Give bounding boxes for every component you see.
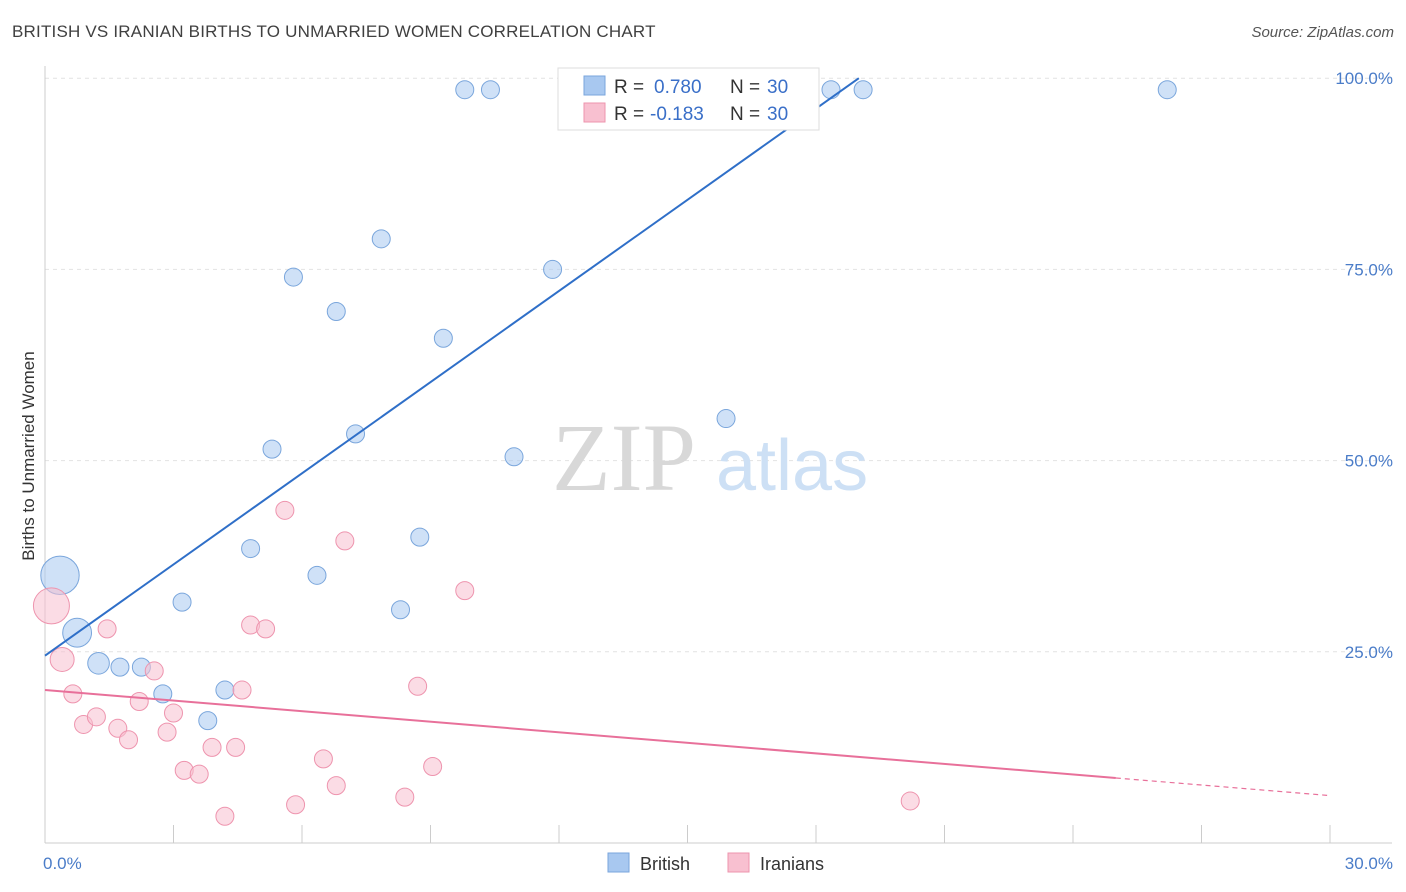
british-r-value: 0.780 [654,77,702,98]
british-point-17 [410,527,430,547]
iranians-point-11 [164,703,183,723]
british-point-19 [455,80,475,100]
british-point-11 [283,267,303,287]
iranians-n-value: 30 [767,104,788,125]
iranians-point-5 [97,619,117,639]
iranians-point-2 [63,684,83,704]
british-point-28 [853,80,873,100]
watermark: ZIP atlas [552,404,868,511]
iranians-point-28 [455,581,475,601]
iranians-point-22 [313,749,333,769]
british-legend-swatch [583,75,606,96]
iranians-point-10 [157,722,177,742]
iranians-point-15 [215,806,235,826]
iranians-trend-extension [1115,777,1331,797]
british-point-16 [391,600,411,620]
british-point-29 [1157,80,1177,100]
chart-title: BRITISH VS IRANIAN BIRTHS TO UNMARRIED W… [12,22,656,41]
iranians-point-17 [232,680,252,700]
stats-legend: R = 0.780 N = 30 R = -0.183 N = 30 [557,67,820,131]
british-point-8 [215,680,235,700]
iranians-n-label: N = [730,104,760,125]
british-point-6 [172,592,192,612]
british-point-22 [543,259,563,279]
british-series-swatch [607,852,630,873]
iranians-series-label: Iranians [760,854,824,874]
iranians-point-14 [202,737,222,757]
grid-lines [45,77,1392,653]
british-point-21 [504,447,524,467]
iranians-point-16 [226,737,246,757]
x-tick-labels: 0.0% 30.0% [43,854,1393,873]
iranians-point-23 [326,776,346,796]
british-point-15 [371,229,391,249]
iranians-point-9 [144,661,164,681]
british-n-label: N = [730,77,760,98]
british-point-10 [262,439,282,459]
iranians-point-24 [335,531,355,551]
iranians-r-value: -0.183 [650,104,704,125]
y-tick-label-0: 25.0% [1345,643,1393,662]
iranians-point-29 [900,791,920,811]
y-tick-label-2: 75.0% [1345,260,1393,279]
axes [44,66,1392,844]
british-point-27 [821,80,841,100]
iranians-legend-swatch [583,102,606,123]
y-tick-label-1: 50.0% [1345,452,1393,471]
british-n-value: 30 [767,77,788,98]
british-point-9 [241,539,261,559]
iranians-series-swatch [727,852,750,873]
iranians-point-19 [256,619,276,639]
british-point-13 [326,301,346,321]
british-point-2 [87,651,110,675]
x-tick-label-0: 0.0% [43,854,82,873]
british-trend-line [44,77,860,657]
source-label: Source: ZipAtlas.com [1251,24,1394,41]
watermark-atlas: atlas [716,426,868,506]
british-point-12 [307,565,327,585]
y-tick-labels: 25.0% 50.0% 75.0% 100.0% [1335,69,1393,662]
iranians-trend-line [44,689,1116,779]
british-point-7 [198,711,218,731]
iranians-point-20 [275,500,295,520]
iranians-point-7 [119,730,139,750]
iranians-point-21 [286,795,306,815]
british-series-label: British [640,854,690,874]
iranians-point-13 [189,764,209,784]
british-point-20 [480,80,500,100]
y-axis-label: Births to Unmarried Women [19,351,38,560]
x-tick-label-1: 30.0% [1345,854,1393,873]
iranians-point-25 [395,787,415,807]
series-legend: British Iranians [607,852,824,874]
iranians-point-27 [423,757,443,777]
british-point-26 [716,409,736,429]
british-point-18 [433,328,453,348]
trend-lines [44,77,1331,797]
iranians-point-4 [86,707,106,727]
iranians-r-label: R = [614,104,644,125]
iranians-point-8 [129,692,149,712]
british-point-3 [110,657,130,677]
british-r-label: R = [614,77,644,98]
data-points [32,80,1177,826]
iranians-point-0 [32,587,70,625]
iranians-point-26 [408,676,428,696]
iranians-point-1 [49,646,75,672]
watermark-zip: ZIP [552,404,696,511]
y-tick-label-3: 100.0% [1335,69,1393,88]
